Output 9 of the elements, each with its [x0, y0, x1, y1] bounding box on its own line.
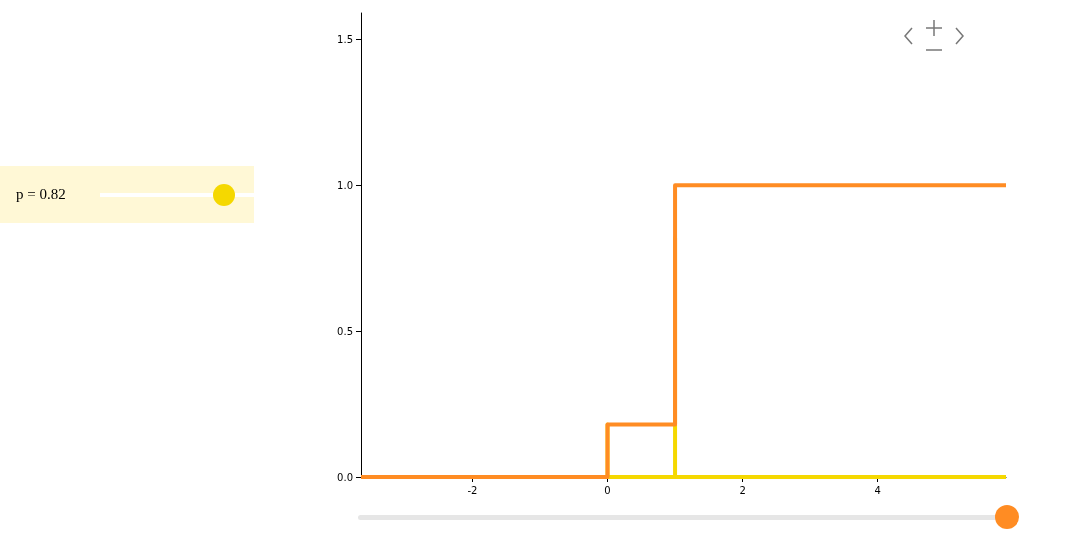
text: p = 0.82: [16, 186, 66, 203]
y-tick-label: 1.0: [337, 179, 353, 191]
x-tick-label: 0: [604, 484, 611, 496]
x-tick-label: 4: [874, 484, 881, 496]
y-tick-label: 0.0: [337, 471, 353, 483]
y-tick-label: 0.5: [337, 325, 353, 337]
y-tick-label: 1.5: [337, 33, 353, 45]
x-tick-label: -2: [467, 484, 478, 496]
x-tick-label: 2: [739, 484, 746, 496]
